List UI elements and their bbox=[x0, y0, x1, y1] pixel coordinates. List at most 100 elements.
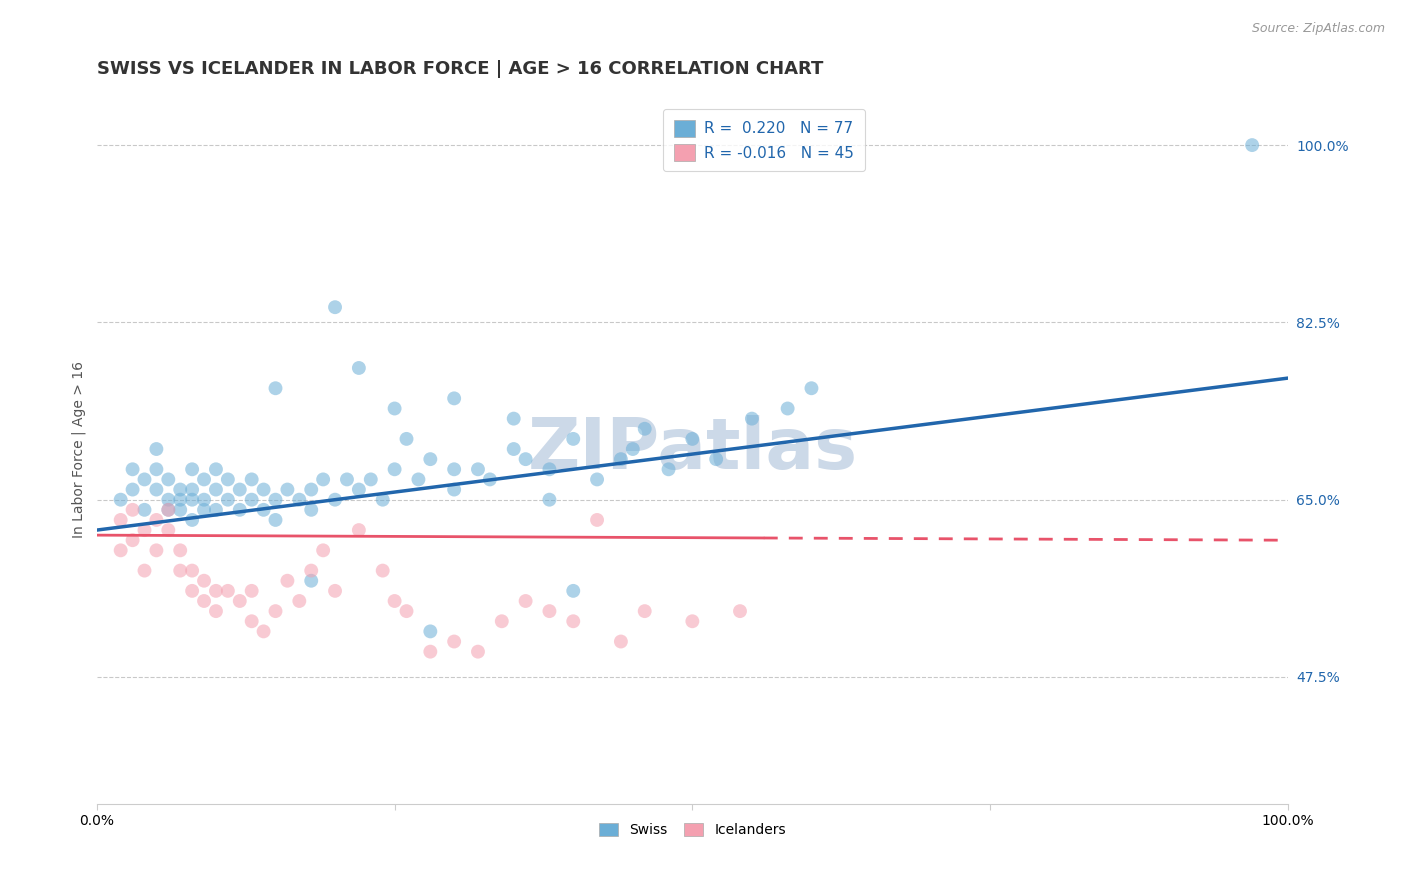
Point bbox=[169, 483, 191, 497]
Point bbox=[205, 462, 228, 476]
Point bbox=[443, 634, 465, 648]
Point bbox=[467, 462, 489, 476]
Point bbox=[157, 472, 180, 486]
Point bbox=[217, 472, 239, 486]
Point bbox=[276, 483, 298, 497]
Point bbox=[323, 300, 346, 314]
Point bbox=[704, 452, 727, 467]
Point bbox=[408, 472, 430, 486]
Y-axis label: In Labor Force | Age > 16: In Labor Force | Age > 16 bbox=[72, 360, 86, 538]
Point bbox=[264, 492, 287, 507]
Point bbox=[336, 472, 359, 486]
Point bbox=[360, 472, 382, 486]
Point bbox=[538, 492, 561, 507]
Point bbox=[443, 462, 465, 476]
Point bbox=[395, 432, 418, 446]
Point bbox=[728, 604, 751, 618]
Point bbox=[419, 624, 441, 639]
Point bbox=[145, 442, 167, 456]
Point bbox=[205, 604, 228, 618]
Point bbox=[395, 604, 418, 618]
Point bbox=[252, 483, 274, 497]
Point bbox=[134, 564, 156, 578]
Point bbox=[634, 604, 657, 618]
Point bbox=[776, 401, 799, 416]
Point bbox=[538, 604, 561, 618]
Point bbox=[157, 492, 180, 507]
Point bbox=[610, 452, 633, 467]
Point bbox=[610, 634, 633, 648]
Point bbox=[586, 513, 609, 527]
Point bbox=[299, 483, 322, 497]
Point bbox=[134, 523, 156, 537]
Point bbox=[229, 483, 252, 497]
Point bbox=[193, 594, 215, 608]
Point bbox=[657, 462, 679, 476]
Point bbox=[502, 442, 524, 456]
Point bbox=[193, 574, 215, 588]
Point bbox=[205, 483, 228, 497]
Point bbox=[169, 503, 191, 517]
Point bbox=[371, 564, 394, 578]
Point bbox=[419, 645, 441, 659]
Point bbox=[217, 583, 239, 598]
Point bbox=[264, 513, 287, 527]
Point bbox=[800, 381, 823, 395]
Point bbox=[347, 483, 370, 497]
Point bbox=[181, 492, 204, 507]
Point bbox=[157, 503, 180, 517]
Point bbox=[145, 462, 167, 476]
Point bbox=[193, 472, 215, 486]
Point bbox=[121, 533, 143, 548]
Point bbox=[384, 594, 406, 608]
Point bbox=[491, 614, 513, 628]
Point bbox=[1241, 138, 1264, 153]
Point bbox=[323, 583, 346, 598]
Point bbox=[443, 483, 465, 497]
Point bbox=[312, 543, 335, 558]
Point bbox=[193, 492, 215, 507]
Point bbox=[205, 583, 228, 598]
Point bbox=[478, 472, 501, 486]
Point bbox=[384, 401, 406, 416]
Point bbox=[681, 432, 703, 446]
Point bbox=[515, 452, 537, 467]
Point bbox=[323, 492, 346, 507]
Point bbox=[229, 503, 252, 517]
Point bbox=[134, 472, 156, 486]
Point bbox=[145, 483, 167, 497]
Point bbox=[157, 503, 180, 517]
Point bbox=[217, 492, 239, 507]
Point bbox=[252, 624, 274, 639]
Point bbox=[252, 503, 274, 517]
Point bbox=[299, 503, 322, 517]
Text: SWISS VS ICELANDER IN LABOR FORCE | AGE > 16 CORRELATION CHART: SWISS VS ICELANDER IN LABOR FORCE | AGE … bbox=[97, 60, 824, 78]
Text: ZIPatlas: ZIPatlas bbox=[527, 415, 858, 483]
Point bbox=[299, 564, 322, 578]
Point bbox=[145, 513, 167, 527]
Point bbox=[157, 523, 180, 537]
Point bbox=[371, 492, 394, 507]
Point bbox=[169, 492, 191, 507]
Point bbox=[276, 574, 298, 588]
Point bbox=[288, 594, 311, 608]
Point bbox=[515, 594, 537, 608]
Point bbox=[562, 614, 585, 628]
Point bbox=[181, 483, 204, 497]
Point bbox=[681, 614, 703, 628]
Point bbox=[741, 411, 763, 425]
Point bbox=[312, 472, 335, 486]
Point bbox=[181, 564, 204, 578]
Point bbox=[467, 645, 489, 659]
Text: Source: ZipAtlas.com: Source: ZipAtlas.com bbox=[1251, 22, 1385, 36]
Point bbox=[240, 583, 263, 598]
Point bbox=[181, 513, 204, 527]
Point bbox=[240, 614, 263, 628]
Point bbox=[562, 583, 585, 598]
Point bbox=[205, 503, 228, 517]
Point bbox=[110, 513, 132, 527]
Point bbox=[240, 472, 263, 486]
Point bbox=[299, 574, 322, 588]
Point bbox=[181, 462, 204, 476]
Point bbox=[145, 543, 167, 558]
